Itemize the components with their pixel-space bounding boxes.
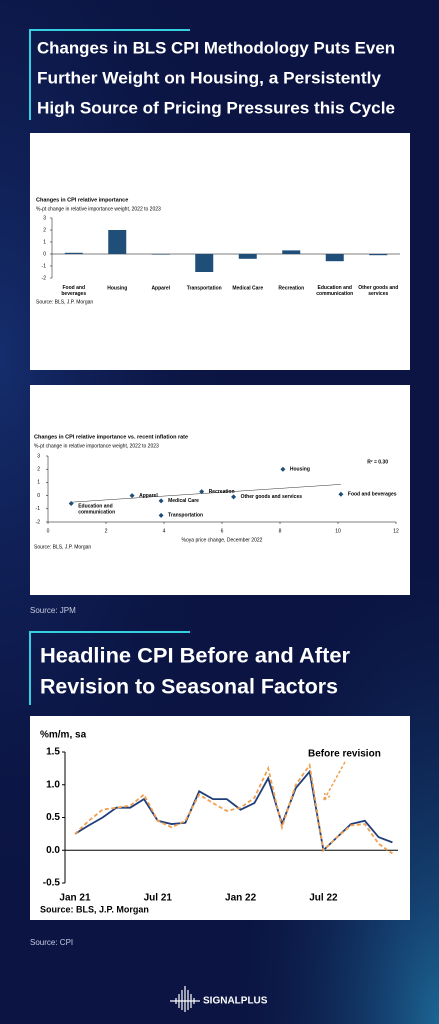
x-tick-label: Housing: [107, 285, 127, 291]
point: [68, 501, 74, 507]
x-tick-label: 0: [47, 528, 50, 534]
x-tick-label: 4: [163, 528, 166, 534]
y-tick-label: 0.0: [46, 845, 60, 856]
bar: [64, 252, 83, 254]
bar: [195, 254, 214, 272]
y-tick-label: 0.5: [46, 812, 60, 823]
y-tick-label: 1.0: [46, 779, 60, 790]
point-label: Apparel: [139, 493, 158, 499]
y-tick-label: 1: [37, 480, 40, 486]
point-label: Education and communication: [78, 504, 115, 516]
x-tick-label: 2: [105, 528, 108, 534]
y-tick-label: -0.5: [43, 878, 61, 889]
y-axis-label: %m/m, sa: [40, 730, 87, 741]
chart-title: Changes in CPI relative importance vs. r…: [34, 434, 188, 440]
y-tick-label: 0: [37, 493, 40, 499]
point-label: Other goods and services: [241, 494, 303, 500]
point: [158, 512, 164, 518]
chart-subtitle: %-pt change in relative importance weigh…: [36, 206, 161, 212]
chart-source: Source: BLS, J.P. Morgan: [40, 904, 149, 914]
bar: [282, 250, 301, 254]
point-label: Housing: [290, 467, 310, 473]
bar: [369, 254, 388, 256]
x-tick-label: 10: [335, 528, 341, 534]
y-tick-label: 3: [43, 215, 46, 221]
heading: Further Weight on Housing, a Persistentl…: [37, 68, 382, 87]
x-tick-label: Food and beverages: [61, 285, 86, 297]
x-tick-label: Transportation: [187, 285, 222, 291]
y-tick-label: 3: [37, 453, 40, 459]
x-tick-label: Medical Care: [232, 285, 263, 291]
bracket: [29, 29, 190, 120]
y-tick-label: 1: [43, 239, 46, 245]
point: [158, 498, 164, 504]
point: [129, 493, 135, 499]
panel: [30, 716, 410, 920]
x-tick-label: Jan 21: [59, 893, 91, 904]
y-tick-label: -1: [42, 263, 47, 269]
y-tick-label: 2: [37, 467, 40, 473]
point: [199, 489, 205, 495]
x-tick-label: 6: [221, 528, 224, 534]
point-label: Recreation: [209, 489, 235, 495]
source: Source: CPI: [30, 938, 73, 947]
source: Source: JPM: [30, 606, 76, 615]
chart-source: Source: BLS, J.P. Morgan: [36, 299, 93, 305]
chart-source: Source: BLS, J.P. Morgan: [34, 544, 91, 550]
y-tick-label: 2: [43, 227, 46, 233]
heading: Headline CPI Before and After: [40, 645, 350, 668]
x-tick-label: 8: [279, 528, 282, 534]
bar: [151, 254, 170, 255]
point-label: Transportation: [168, 513, 203, 519]
bar: [325, 254, 344, 262]
y-tick-label: 1.5: [46, 747, 60, 758]
series-line: [74, 769, 393, 853]
y-tick-label: -2: [36, 519, 41, 525]
x-tick-label: Jul 22: [309, 893, 338, 904]
heading: Revision to Seasonal Factors: [40, 676, 338, 699]
annotation: R² = 0.30: [367, 459, 388, 465]
bar: [108, 230, 127, 254]
x-tick-label: Other goods and services: [358, 285, 398, 297]
point: [280, 466, 286, 472]
panel: [30, 133, 410, 370]
y-tick-label: -2: [42, 275, 47, 281]
bracket: [29, 631, 190, 705]
bar: [238, 254, 257, 259]
heading: High Source of Pricing Pressures this Cy…: [37, 98, 395, 117]
x-tick-label: Jul 21: [144, 893, 173, 904]
chart-subtitle: %-pt change in relative importance weigh…: [34, 443, 159, 449]
point-label: Medical Care: [168, 498, 199, 504]
series-line: [74, 762, 393, 855]
logo-icon: [170, 986, 200, 1012]
point: [338, 491, 344, 497]
point-label: Food and beverages: [348, 492, 397, 498]
x-tick-label: Apparel: [151, 285, 170, 291]
annotation-arrow: [323, 761, 346, 801]
x-tick-label: Recreation: [278, 285, 304, 291]
trendline: [71, 484, 341, 503]
point: [231, 494, 237, 500]
chart-title: Changes in CPI relative importance: [36, 197, 128, 203]
logo-text: SIGNALPLUS: [203, 996, 268, 1007]
x-tick-label: 12: [393, 528, 399, 534]
x-tick-label: Jan 22: [225, 893, 257, 904]
y-tick-label: 0: [43, 251, 46, 257]
x-tick-label: Education and communication: [316, 285, 353, 297]
heading: Changes in BLS CPI Methodology Puts Even: [37, 38, 395, 57]
x-axis-label: %oya price change, December 2022: [182, 537, 263, 543]
panel: [30, 385, 410, 595]
y-tick-label: -1: [36, 506, 41, 512]
series-annotation: Before revision: [308, 749, 381, 760]
